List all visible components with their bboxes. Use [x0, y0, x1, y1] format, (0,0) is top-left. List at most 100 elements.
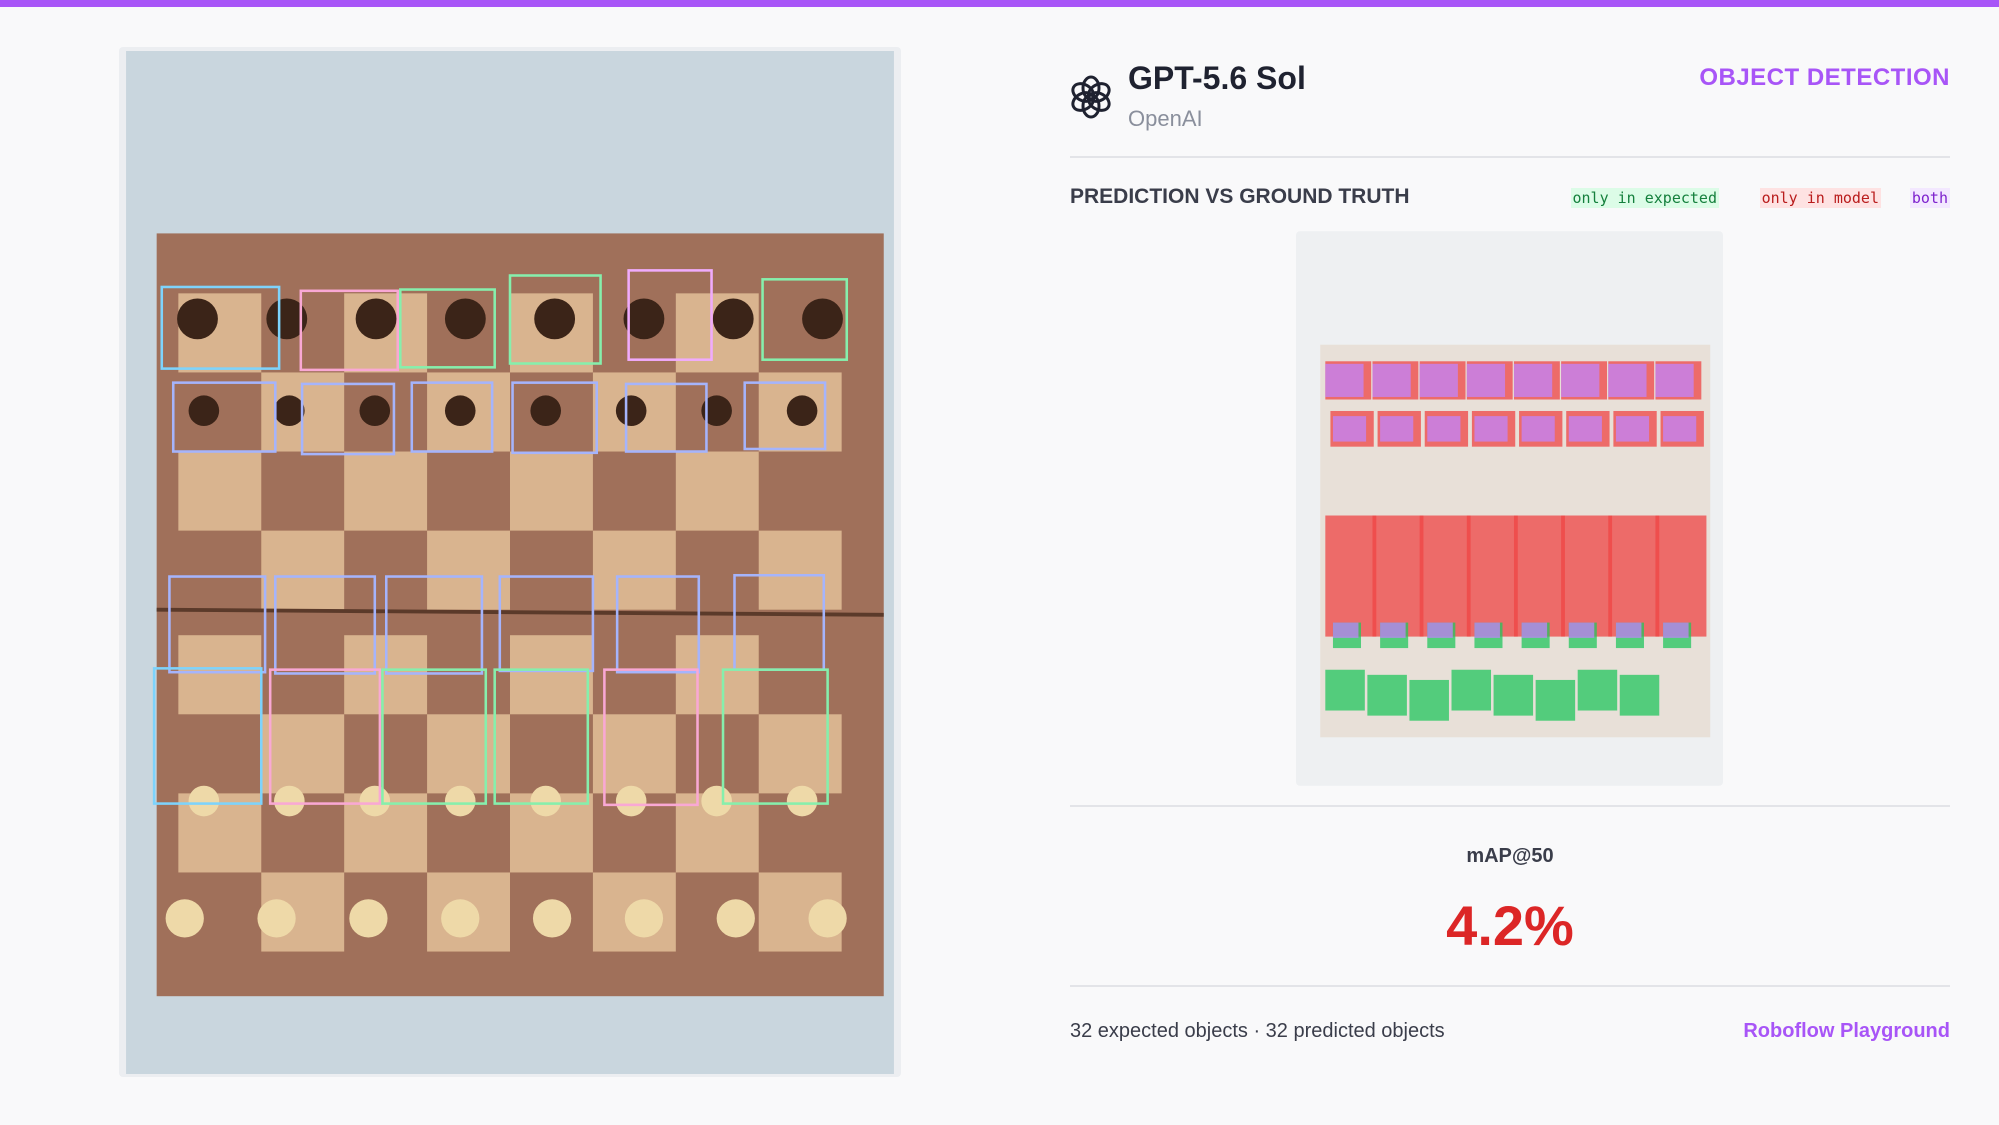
overlay-box — [1427, 416, 1461, 442]
overlay-box — [1419, 363, 1458, 397]
dark-pawn — [444, 395, 476, 427]
bounding-box — [300, 382, 396, 456]
overlay-box — [1577, 669, 1618, 711]
overlay-box — [1451, 669, 1492, 711]
overlay-box — [1521, 622, 1548, 638]
light-square — [510, 635, 593, 715]
overlay-box — [1409, 679, 1449, 721]
light-square — [261, 530, 345, 610]
overlay-box — [1325, 669, 1365, 711]
bounding-box — [743, 381, 827, 451]
overlay-box — [1466, 515, 1518, 637]
overlay-box — [1615, 622, 1642, 638]
playground-link[interactable]: Roboflow Playground — [1743, 1020, 1950, 1042]
light-pawn — [530, 785, 562, 817]
overlay-box — [1663, 622, 1689, 638]
dark-pawn — [359, 395, 391, 427]
light-pawn — [615, 785, 647, 817]
metric-label: mAP@50 — [1466, 845, 1554, 867]
bounding-box — [171, 381, 277, 453]
light-square — [510, 451, 593, 531]
light-piece — [808, 899, 847, 938]
chess-image — [126, 51, 894, 1074]
light-square — [758, 714, 842, 794]
overlay-box — [1372, 515, 1424, 637]
light-square — [178, 635, 262, 715]
light-piece — [532, 899, 572, 938]
dark-pawn — [701, 395, 732, 427]
bounding-box — [399, 288, 496, 369]
overlay-box — [1332, 622, 1359, 638]
top-bar — [0, 0, 1999, 7]
light-square — [178, 451, 262, 531]
dark-pawn — [615, 395, 647, 427]
bounding-box — [624, 382, 708, 453]
dark-pawn — [786, 395, 818, 427]
legend-expected: only in expected — [1570, 188, 1719, 208]
light-square — [758, 530, 842, 610]
overlay-box — [1535, 679, 1576, 721]
legend-both: both — [1909, 188, 1950, 208]
light-square — [675, 635, 759, 715]
light-piece — [716, 899, 755, 938]
bounding-box — [384, 575, 484, 675]
light-piece — [624, 899, 664, 938]
light-pawn — [701, 785, 732, 817]
light-pawn — [274, 785, 305, 817]
light-piece — [349, 899, 388, 938]
overlay-box — [1655, 363, 1694, 397]
section-title: PREDICTION VS GROUND TRUTH — [1070, 185, 1410, 208]
dark-piece — [623, 298, 665, 340]
light-pawn — [444, 785, 476, 817]
bounding-box — [168, 575, 267, 674]
bounding-box — [274, 575, 377, 675]
overlay-box — [1568, 416, 1602, 442]
overlay-box — [1419, 515, 1471, 637]
bounding-box — [268, 668, 382, 805]
dark-pawn — [188, 395, 220, 427]
light-square — [427, 530, 510, 610]
overlay-box — [1367, 674, 1407, 716]
dark-pawn — [274, 395, 305, 427]
overlay-box — [1568, 622, 1595, 638]
metric-value: 4.2% — [1446, 894, 1574, 957]
bounding-box — [627, 269, 713, 361]
light-piece — [257, 899, 296, 938]
comparison-image — [1296, 231, 1723, 786]
light-pawn — [786, 785, 818, 817]
overlay-box — [1619, 674, 1660, 716]
dark-pawn — [530, 395, 562, 427]
overlay-box — [1474, 622, 1500, 638]
light-square — [261, 714, 345, 794]
overlay-box — [1608, 515, 1660, 637]
overlay-box — [1513, 363, 1553, 397]
light-square — [344, 451, 428, 531]
divider — [1070, 156, 1950, 158]
bounding-box — [511, 381, 599, 455]
overlay-box — [1655, 515, 1707, 637]
divider — [1070, 805, 1950, 807]
bounding-box — [761, 278, 849, 361]
overlay-box — [1521, 416, 1555, 442]
dark-piece — [177, 298, 218, 340]
dark-piece — [266, 298, 308, 340]
legend-model: only in model — [1759, 188, 1881, 208]
model-name: GPT-5.6 Sol — [1128, 60, 1306, 96]
overlay-box — [1561, 363, 1600, 397]
light-square — [592, 530, 676, 610]
overlay-box — [1493, 674, 1534, 716]
light-square — [427, 714, 510, 794]
dark-piece — [802, 298, 843, 340]
overlay-box — [1380, 622, 1406, 638]
divider — [1070, 985, 1950, 987]
light-piece — [165, 899, 204, 938]
bounding-box — [152, 667, 263, 805]
overlay-box — [1663, 416, 1697, 442]
bounding-box — [508, 274, 602, 365]
openai-logo — [1071, 75, 1111, 119]
overlay-box — [1561, 515, 1613, 637]
overlay-box — [1427, 622, 1453, 638]
bounding-box — [299, 289, 400, 372]
dark-piece — [534, 298, 576, 340]
dark-piece — [355, 298, 397, 340]
